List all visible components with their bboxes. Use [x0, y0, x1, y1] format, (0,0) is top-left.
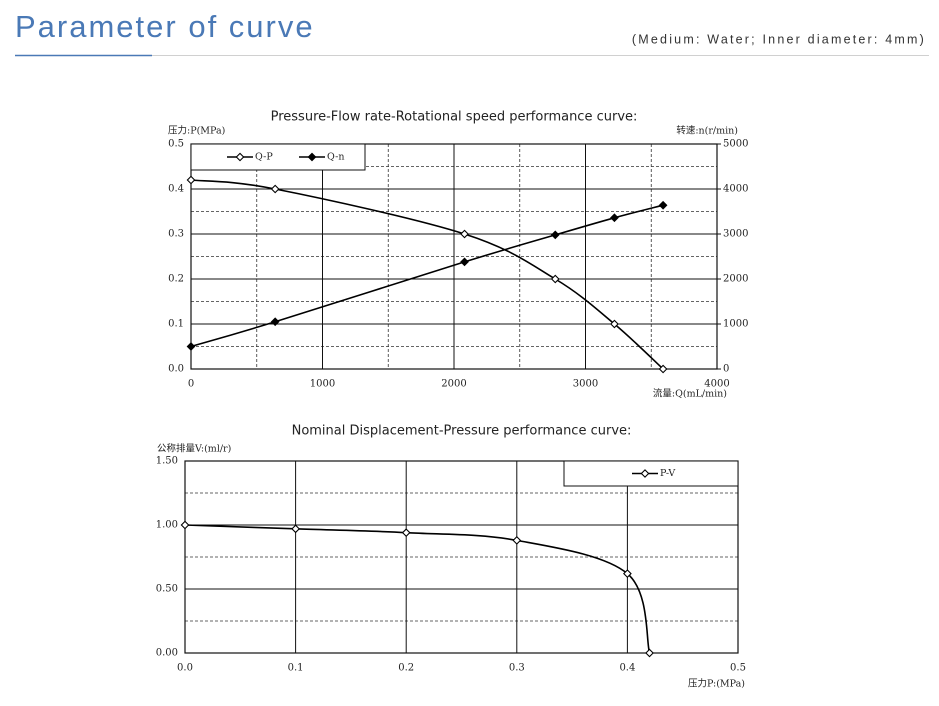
y-tick-label: 0.3	[168, 229, 184, 240]
point-marker	[623, 569, 632, 579]
x-tick-label: 1000	[310, 379, 335, 390]
x-tick-label: 0.2	[398, 663, 414, 674]
x-tick-label: 2000	[441, 379, 466, 390]
x-tick-label: 0.4	[619, 663, 635, 674]
x-tick-label: 3000	[573, 379, 598, 390]
point-marker	[550, 230, 560, 240]
x-axis-label: 压力P:(MPa)	[688, 678, 745, 690]
point-marker	[658, 200, 668, 210]
point-marker	[186, 342, 196, 351]
x-tick-label: 0.3	[509, 663, 525, 674]
y2-tick-label: 3000	[723, 229, 748, 240]
point-marker	[658, 364, 668, 374]
y-tick-label: 0.1	[168, 319, 184, 330]
x-axis-label: 流量:Q(mL/min)	[653, 388, 727, 400]
x-tick-label: 4000	[704, 379, 729, 390]
x-tick-label: 0	[188, 379, 194, 390]
header-note: (Medium: Water; Inner diameter: 4mm)	[632, 32, 926, 46]
legend-box	[190, 143, 366, 171]
y2-tick-label: 1000	[723, 319, 748, 330]
y-tick-label: 0.4	[168, 184, 184, 195]
y-tick-label: 0.50	[156, 584, 178, 595]
x-tick-label: 0.1	[288, 663, 304, 674]
point-marker	[460, 257, 469, 267]
y-axis-label: 压力:P(MPa)	[168, 125, 225, 137]
point-marker	[645, 648, 654, 658]
point-marker	[270, 184, 280, 194]
chart-title: Pressure-Flow rate-Rotational speed perf…	[271, 110, 638, 125]
x-tick-label: 0.0	[177, 663, 193, 674]
chart: Pressure-Flow rate-Rotational speed perf…	[168, 110, 748, 400]
point-marker	[291, 524, 300, 534]
plot-frame	[190, 143, 718, 370]
legend-marker	[307, 152, 317, 162]
y-tick-label: 0.2	[168, 274, 184, 285]
point-marker	[610, 319, 619, 329]
chart: Nominal Displacement-Pressure performanc…	[156, 424, 746, 690]
y-tick-label: 1.00	[156, 520, 178, 531]
point-marker	[270, 317, 280, 327]
y-tick-label: 1.50	[156, 456, 178, 467]
y-axis-label: 公称排量V:(ml/r)	[157, 443, 231, 455]
point-marker	[460, 229, 469, 239]
y-tick-label: 0.0	[168, 364, 184, 375]
point-marker	[180, 520, 190, 530]
point-marker	[512, 535, 522, 545]
chart-title: Nominal Displacement-Pressure performanc…	[292, 424, 632, 439]
y2-tick-label: 2000	[723, 274, 748, 285]
legend-label: Q-P	[255, 152, 273, 163]
page-title: Parameter of curve	[15, 9, 315, 44]
point-marker	[610, 213, 619, 223]
point-marker	[550, 274, 560, 284]
legend-marker	[235, 152, 245, 162]
legend-label: Q-n	[327, 152, 344, 163]
y2-axis-label: 转速:n(r/min)	[676, 125, 738, 137]
point-marker	[401, 528, 411, 538]
y-tick-label: 0.5	[168, 139, 184, 150]
legend-marker	[640, 469, 650, 478]
series-line	[190, 204, 664, 348]
y-tick-label: 0.00	[156, 648, 178, 659]
y2-tick-label: 0	[723, 364, 729, 375]
y2-tick-label: 5000	[723, 139, 748, 150]
y2-tick-label: 4000	[723, 184, 748, 195]
x-tick-label: 0.5	[730, 663, 746, 674]
plot-frame	[184, 460, 739, 654]
legend-label: P-V	[660, 468, 675, 479]
point-marker	[186, 175, 196, 185]
